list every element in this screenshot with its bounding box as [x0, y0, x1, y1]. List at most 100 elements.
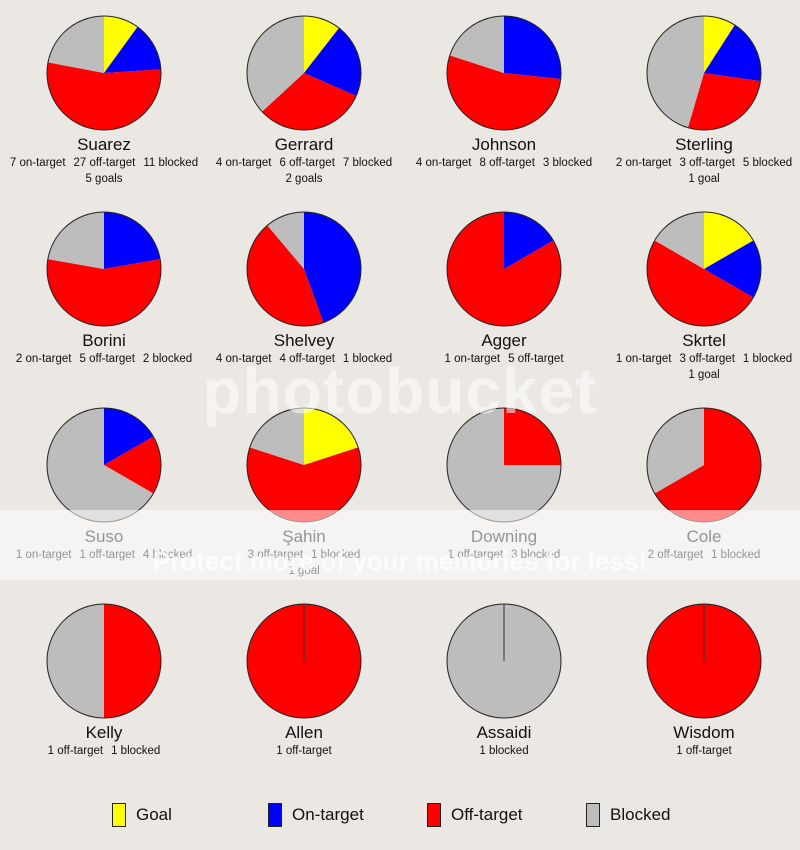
legend-item-on-target: On-target [268, 800, 364, 830]
stat-item: 3 off-target [679, 353, 735, 365]
stat-item: 3 off-target [679, 157, 735, 169]
stat-item: 27 off-target [73, 157, 136, 169]
stat-item: 11 blocked [143, 157, 199, 169]
stat-item: 5 off-target [79, 353, 135, 365]
stat-item: 7 blocked [342, 157, 393, 169]
pie-outline-skrtel [646, 211, 762, 327]
slice-shelvey-blocked [267, 212, 304, 269]
slice-suarez-blocked [48, 16, 104, 73]
pie-outline-johnson [446, 15, 562, 131]
stat-item: 3 blocked [542, 157, 593, 169]
slice-downing-off-target [504, 408, 561, 465]
pie-suso [46, 407, 162, 523]
pie-cell-assaidi: Assaidi 1 blocked [404, 602, 604, 759]
stat-item: 7 on-target [9, 157, 66, 169]
player-stats: 4 on-target 8 off-target 3 blocked [404, 155, 604, 171]
slice--ahin-blocked [249, 408, 304, 465]
pie-cell-shelvey: Shelvey 4 on-target 4 off-target 1 blocked [204, 210, 404, 367]
stat-item: 8 off-target [479, 157, 535, 169]
legend-label-on-target: On-target [292, 805, 364, 824]
pie-outline-gerrard [246, 15, 362, 131]
player-stats: 7 on-target 27 off-target 11 blocked [4, 155, 204, 171]
pie-cell-borini: Borini 2 on-target 5 off-target 2 blocked [4, 210, 204, 367]
player-goals: 1 goal [688, 369, 720, 381]
pie-johnson [446, 15, 562, 131]
legend-swatch-goal [112, 803, 126, 827]
watermark-tagline: Protect more of your memories for less! [152, 546, 648, 576]
pie-suarez [46, 15, 162, 131]
pie-skrtel [646, 211, 762, 327]
stat-item: 4 on-target [215, 353, 272, 365]
player-stats: 1 off-target [604, 743, 800, 759]
player-name: Shelvey [273, 331, 335, 350]
player-stats: 4 on-target 6 off-target 7 blocked [204, 155, 404, 171]
slice-suarez-on-target [104, 26, 161, 73]
slice-cole-off-target [654, 408, 761, 522]
pie-outline-kelly [46, 603, 162, 719]
player-name: Johnson [471, 135, 537, 154]
player-name: Kelly [85, 723, 123, 742]
slice-suarez-off-target [47, 62, 162, 130]
slice-kelly-blocked [47, 604, 104, 718]
slice-johnson-blocked [449, 16, 504, 73]
stat-item: 4 on-target [215, 157, 272, 169]
player-name: Agger [481, 331, 527, 350]
slice-agger-off-target [447, 212, 561, 326]
player-stats: 1 off-target 1 blocked [4, 743, 204, 759]
slice-borini-on-target [104, 212, 161, 269]
pie-agger [446, 211, 562, 327]
stat-item: 1 off-target [276, 745, 332, 757]
stat-item: 1 on-target [444, 353, 501, 365]
player-name: Suarez [77, 135, 131, 154]
stat-item: 2 blocked [142, 353, 193, 365]
pie-wisdom [646, 603, 762, 719]
player-name: Allen [285, 723, 323, 742]
player-name: Borini [82, 331, 126, 350]
legend-item-off-target: Off-target [427, 800, 523, 830]
pie-cell-skrtel: Skrtel 1 on-target 3 off-target 1 blocked 1 … [604, 210, 800, 383]
player-name: Wisdom [673, 723, 735, 742]
player-name: Gerrard [274, 135, 334, 154]
watermark-logo: photobucket [202, 355, 598, 427]
slice-suso-blocked [47, 408, 154, 522]
player-goals: 5 goals [85, 173, 123, 185]
pie-outline-suarez [46, 15, 162, 131]
slice-gerrard-goal [304, 16, 340, 73]
slice-gerrard-blocked [247, 16, 304, 112]
pie-outline-borini [46, 211, 162, 327]
pie-cell-suarez: Suarez 7 on-target 27 off-target 11 blocked… [4, 14, 204, 187]
pie-cell-allen: Allen 1 off-target [204, 602, 404, 759]
pie-cell-agger: Agger 1 on-target 5 off-target [404, 210, 604, 367]
stat-item: 4 on-target [415, 157, 472, 169]
stat-item: 1 off-target [676, 745, 732, 757]
slice-shelvey-off-target [247, 225, 324, 326]
stat-item: 1 blocked [342, 353, 393, 365]
pie-cell-wisdom: Wisdom 1 off-target [604, 602, 800, 759]
legend-label-goal: Goal [136, 805, 172, 824]
pie-borini [46, 211, 162, 327]
watermark-band [0, 510, 800, 580]
slice--ahin-off-target [247, 447, 361, 522]
slice-johnson-off-target [447, 55, 561, 130]
pie-outline-allen [246, 603, 362, 719]
stat-item: 4 off-target [279, 353, 335, 365]
player-name: Sterling [675, 135, 733, 154]
stat-item: 1 off-target [47, 745, 104, 757]
slice--ahin-goal [304, 408, 359, 465]
player-goals: 2 goals [285, 173, 323, 185]
pie-outline-agger [446, 211, 562, 327]
pie-cell-johnson: Johnson 4 on-target 8 off-target 3 blocked [404, 14, 604, 171]
pie-kelly [46, 603, 162, 719]
stat-item: 5 off-target [508, 353, 564, 365]
player-stats: 2 on-target 3 off-target 5 blocked [604, 155, 800, 171]
slice-skrtel-on-target [704, 240, 761, 298]
slice-sterling-on-target [704, 25, 761, 82]
pie-outline-wisdom [646, 603, 762, 719]
slice-skrtel-off-target [647, 240, 754, 326]
stat-item: 2 on-target [15, 353, 72, 365]
stat-item: 1 on-target [615, 353, 672, 365]
player-stats: 1 off-target [204, 743, 404, 759]
legend-swatch-on-target [268, 803, 282, 827]
pie-shelvey [246, 211, 362, 327]
slice-borini-off-target [46, 259, 161, 326]
